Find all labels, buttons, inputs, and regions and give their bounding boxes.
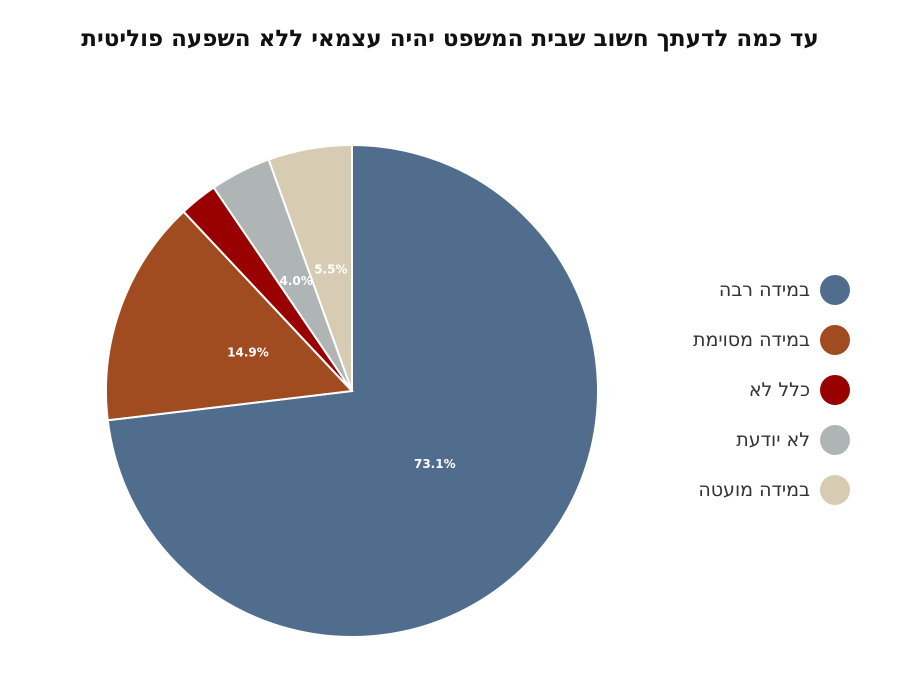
- legend-swatch: [820, 375, 850, 405]
- legend-item: כלל לא: [640, 365, 850, 415]
- legend: במידה רבה במידה מסוימת כלל לא לא יודעת במידה…: [640, 265, 850, 515]
- legend-item: במידה רבה: [640, 265, 850, 315]
- pie-slices: [105, 143, 599, 638]
- pie-data-labels: 73.1% 14.9% 4.0%5.5%: [227, 262, 455, 471]
- legend-label: כלל לא: [748, 379, 810, 401]
- legend-item: במידה מועטה: [640, 465, 850, 515]
- legend-item: לא יודעת: [640, 415, 850, 465]
- chart-title: עד כמה לדעתך חשוב שבית המשפט יהיה עצמאי …: [81, 26, 819, 52]
- pie-data-label: 14.9%: [227, 346, 269, 360]
- legend-swatch: [820, 475, 850, 505]
- legend-swatch: [820, 325, 850, 355]
- pie-slice: [105, 210, 355, 422]
- legend-label: במידה מסוימת: [692, 329, 810, 351]
- pie-data-label: 4.0%: [280, 274, 313, 288]
- legend-swatch: [820, 275, 850, 305]
- pie-data-label: 5.5%: [314, 262, 347, 276]
- legend-label: לא יודעת: [736, 429, 810, 451]
- legend-label: במידה מועטה: [698, 479, 810, 501]
- pie-data-label: 73.1%: [414, 457, 456, 471]
- legend-item: במידה מסוימת: [640, 315, 850, 365]
- pie-slice: [267, 143, 353, 392]
- legend-label: במידה רבה: [718, 279, 810, 301]
- legend-swatch: [820, 425, 850, 455]
